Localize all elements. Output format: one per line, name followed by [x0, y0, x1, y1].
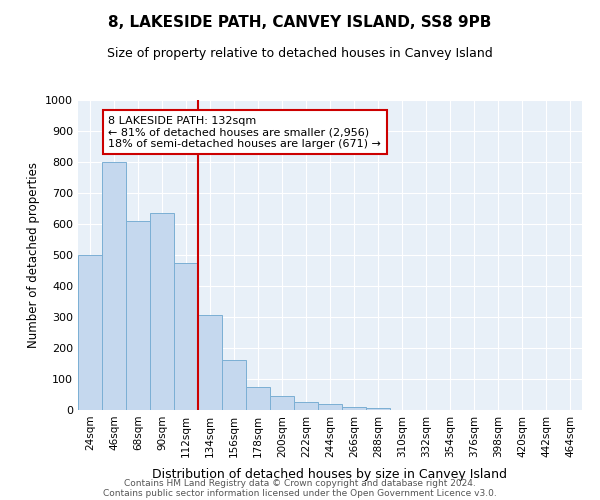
Bar [222, 360, 246, 410]
Y-axis label: Number of detached properties: Number of detached properties [26, 162, 40, 348]
Text: 8 LAKESIDE PATH: 132sqm
← 81% of detached houses are smaller (2,956)
18% of semi: 8 LAKESIDE PATH: 132sqm ← 81% of detache… [108, 116, 381, 148]
Text: 8, LAKESIDE PATH, CANVEY ISLAND, SS8 9PB: 8, LAKESIDE PATH, CANVEY ISLAND, SS8 9PB [109, 15, 491, 30]
Bar [366, 408, 390, 410]
Bar [126, 221, 150, 410]
Bar [174, 263, 198, 410]
Bar [270, 396, 294, 410]
Bar [294, 402, 318, 410]
X-axis label: Distribution of detached houses by size in Canvey Island: Distribution of detached houses by size … [152, 468, 508, 481]
Text: Contains HM Land Registry data © Crown copyright and database right 2024.: Contains HM Land Registry data © Crown c… [124, 478, 476, 488]
Bar [78, 255, 102, 410]
Text: Size of property relative to detached houses in Canvey Island: Size of property relative to detached ho… [107, 48, 493, 60]
Bar [318, 404, 342, 410]
Text: Contains public sector information licensed under the Open Government Licence v3: Contains public sector information licen… [103, 488, 497, 498]
Bar [246, 387, 270, 410]
Bar [342, 407, 366, 410]
Bar [150, 213, 174, 410]
Bar [198, 316, 222, 410]
Bar [102, 162, 126, 410]
